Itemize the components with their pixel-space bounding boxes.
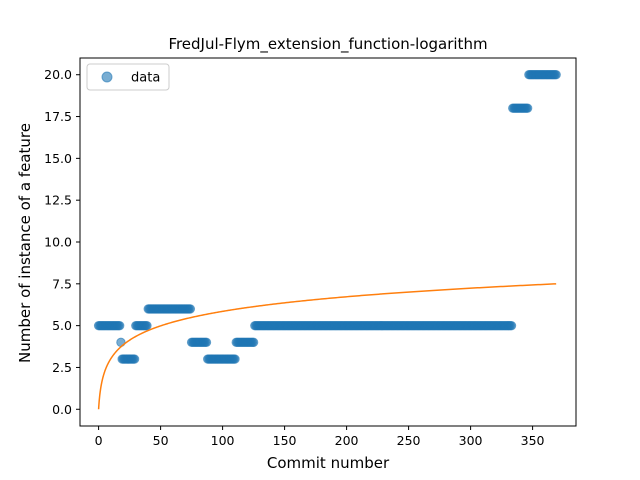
chart-title: FredJul-Flym_extension_function-logarith… (168, 35, 487, 54)
y-tick-label: 7.5 (52, 276, 72, 291)
data-point (522, 103, 533, 113)
x-tick-label: 0 (95, 433, 103, 448)
x-tick-label: 50 (153, 433, 169, 448)
data-point (142, 320, 152, 331)
legend-entry-data: data (131, 71, 160, 86)
data-point (506, 320, 517, 331)
plot-area (93, 70, 561, 410)
x-tick-label: 150 (273, 433, 297, 448)
data-point (551, 70, 561, 80)
legend-frame (86, 63, 170, 91)
data-point (201, 337, 212, 348)
legend-marker-data (101, 71, 113, 83)
y-tick-label: 20.0 (44, 67, 72, 82)
y-tick-label: 2.5 (52, 360, 72, 375)
data-point (129, 354, 140, 364)
y-tick-label: 5.0 (52, 318, 72, 333)
x-tick-label: 250 (397, 433, 421, 448)
data-point (248, 337, 259, 348)
legend: data (86, 63, 170, 91)
y-tick-label: 17.5 (44, 109, 72, 124)
data-point (116, 337, 126, 348)
scatter-series-data (93, 70, 561, 364)
x-tick-label: 100 (211, 433, 235, 448)
x-tick-label: 300 (459, 433, 483, 448)
x-axis-label: Commit number (267, 454, 390, 472)
data-point (185, 304, 196, 314)
y-axis-label: Number of instance of a feature (16, 123, 34, 363)
y-tick-label: 10.0 (44, 235, 72, 250)
plot-frame (79, 57, 577, 427)
x-tick-label: 350 (521, 433, 545, 448)
y-tick-label: 15.0 (44, 151, 72, 166)
fit-line (97, 283, 557, 410)
x-tick-label: 200 (335, 433, 359, 448)
y-tick-label: 0.0 (52, 402, 72, 417)
data-point (114, 320, 125, 331)
y-tick-label: 12.5 (44, 193, 72, 208)
data-point (230, 354, 240, 364)
axes: 0 50 100 150 200 250 300 350 0.0 2.5 5.0 7.5 10.0 12.… (44, 57, 577, 448)
